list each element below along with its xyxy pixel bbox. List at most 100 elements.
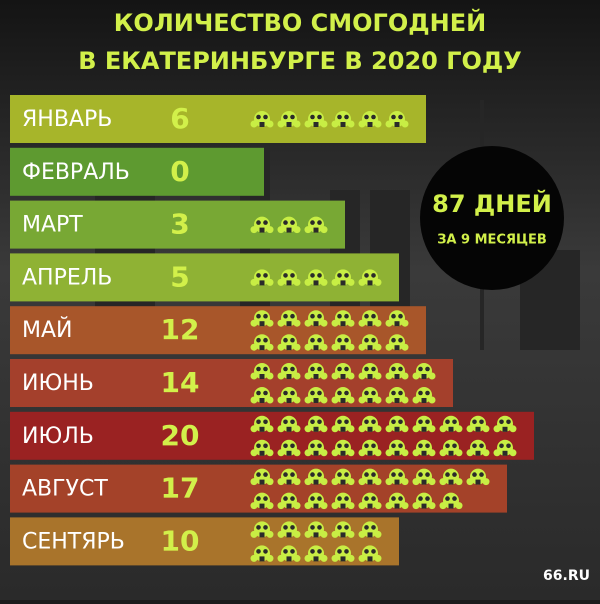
icon-eye (398, 366, 403, 372)
gas-mask-icon (439, 439, 463, 457)
icon-filter (331, 449, 339, 457)
icon-valve (340, 532, 346, 538)
icon-valve (421, 450, 427, 456)
icon-filter (347, 425, 355, 433)
gas-mask-icon (358, 492, 382, 510)
icon-eye (371, 337, 376, 343)
icon-filter (358, 343, 366, 351)
icon-filter (401, 372, 409, 380)
icon-valve (259, 321, 265, 327)
icon-eye (256, 366, 261, 372)
icon-eye (398, 313, 403, 319)
month-label: АПРЕЛЬ (22, 265, 112, 290)
icon-valve (340, 479, 346, 485)
icon-eye (263, 337, 268, 343)
icon-filter (250, 425, 258, 433)
icon-filter (266, 372, 274, 380)
icon-eye (344, 114, 349, 120)
icon-filter (250, 278, 258, 286)
gas-mask-icon (250, 216, 274, 234)
gas-mask-icon (304, 310, 328, 327)
icon-filter (347, 478, 355, 486)
icon-filter (293, 396, 301, 404)
month-label: АВГУСТ (22, 477, 108, 502)
icon-eye (452, 443, 457, 449)
icon-filter (374, 425, 382, 433)
icon-eye (344, 419, 349, 425)
icon-valve (313, 398, 319, 403)
icon-valve (394, 374, 400, 379)
gas-mask-icon (412, 492, 436, 510)
icon-eye (317, 220, 322, 225)
icon-eye (364, 443, 369, 449)
icon-filter (412, 396, 420, 404)
icon-eye (283, 390, 288, 396)
icon-eye (425, 366, 430, 372)
icon-eye (337, 549, 342, 554)
gas-mask-icon (385, 439, 409, 457)
icon-eye (283, 549, 288, 554)
icon-valve (286, 280, 292, 286)
icon-eye (391, 366, 396, 372)
icon-eye (418, 496, 423, 501)
icon-eye (290, 419, 295, 425)
icon-filter (320, 396, 328, 404)
icon-filter (293, 530, 301, 538)
icon-filter (482, 478, 490, 486)
icon-eye (337, 337, 342, 343)
icon-filter (358, 449, 366, 457)
gas-mask-icon (412, 439, 436, 457)
icon-filter (293, 554, 301, 562)
gas-mask-icon (304, 521, 328, 538)
gas-mask-icon (277, 111, 301, 128)
icon-valve (259, 374, 265, 379)
icon-valve (475, 479, 481, 485)
icon-filter (293, 343, 301, 351)
icon-eye (310, 220, 315, 225)
icon-filter (455, 449, 463, 457)
icon-filter (401, 425, 409, 433)
icon-filter (304, 449, 312, 457)
icon-valve (367, 321, 373, 327)
icon-eye (310, 472, 315, 477)
icon-filter (385, 319, 393, 327)
icon-filter (293, 425, 301, 433)
gas-mask-icon (277, 269, 301, 286)
gas-mask-icon (331, 269, 355, 286)
icon-filter (250, 372, 258, 380)
gas-mask-icon (250, 545, 274, 562)
icon-eye (364, 419, 369, 425)
icon-valve (259, 227, 265, 233)
bar (10, 253, 399, 302)
icon-filter (320, 449, 328, 457)
gas-mask-icon (331, 334, 355, 351)
icon-valve (259, 122, 265, 127)
icon-valve (340, 122, 346, 127)
icon-valve (340, 450, 346, 456)
icon-filter (385, 425, 393, 433)
icon-filter (320, 425, 328, 433)
gas-mask-icon (304, 545, 328, 562)
gas-mask-icon (304, 439, 328, 457)
icon-eye (344, 496, 349, 501)
icon-eye (371, 114, 376, 120)
annotation: ЗА 9 МЕСЯЦЕВ (437, 233, 547, 248)
icon-filter (385, 449, 393, 457)
icon-filter (374, 554, 382, 562)
icon-filter (250, 502, 258, 510)
icon-filter (374, 449, 382, 457)
icon-eye (337, 313, 342, 319)
icon-eye (310, 313, 315, 319)
icon-eye (398, 443, 403, 449)
gas-mask-icon (250, 269, 274, 286)
chart-title: КОЛИЧЕСТВО СМОГОДНЕЙ (114, 8, 486, 37)
icon-filter (277, 343, 285, 351)
icon-filter (331, 478, 339, 486)
icon-filter (277, 449, 285, 457)
gas-mask-icon (304, 468, 328, 486)
icon-valve (367, 426, 373, 432)
gas-mask-icon (331, 415, 355, 433)
icon-eye (371, 419, 376, 425)
icon-filter (277, 278, 285, 286)
icon-valve (394, 503, 400, 509)
